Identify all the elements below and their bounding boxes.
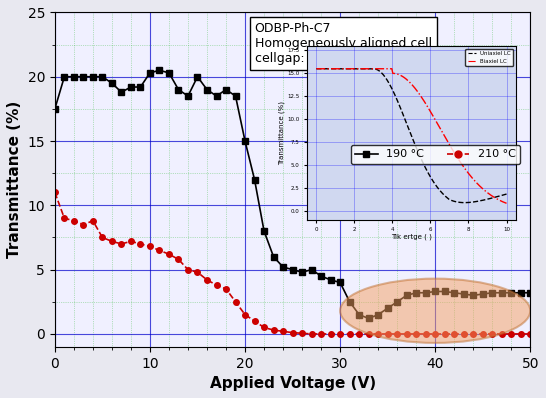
Legend: 190 °C, 210 °C: 190 °C, 210 °C bbox=[351, 145, 520, 164]
190 °C bbox=[51, 107, 58, 111]
210 °C bbox=[194, 270, 201, 275]
190 °C bbox=[527, 291, 533, 295]
190 °C bbox=[365, 316, 372, 321]
X-axis label: Applied Voltage (V): Applied Voltage (V) bbox=[210, 376, 376, 391]
210 °C bbox=[204, 277, 210, 282]
Ellipse shape bbox=[340, 279, 530, 343]
190 °C bbox=[204, 87, 210, 92]
210 °C bbox=[308, 332, 315, 336]
190 °C bbox=[413, 291, 419, 295]
210 °C bbox=[518, 332, 524, 336]
Y-axis label: Transmittance (%): Transmittance (%) bbox=[7, 101, 22, 258]
210 °C bbox=[403, 332, 410, 336]
190 °C bbox=[518, 291, 524, 295]
210 °C bbox=[51, 190, 58, 195]
190 °C bbox=[156, 68, 163, 73]
210 °C bbox=[527, 332, 533, 336]
Line: 190 °C: 190 °C bbox=[52, 68, 533, 321]
Line: 210 °C: 210 °C bbox=[52, 190, 533, 337]
190 °C bbox=[384, 306, 391, 310]
190 °C bbox=[213, 94, 220, 98]
210 °C bbox=[156, 248, 163, 253]
Text: ODBP-Ph-C7
Homogeneously aligned cell
cellgap: 3.9 um: ODBP-Ph-C7 Homogeneously aligned cell ce… bbox=[254, 22, 432, 66]
210 °C bbox=[375, 332, 382, 336]
190 °C bbox=[165, 70, 172, 75]
